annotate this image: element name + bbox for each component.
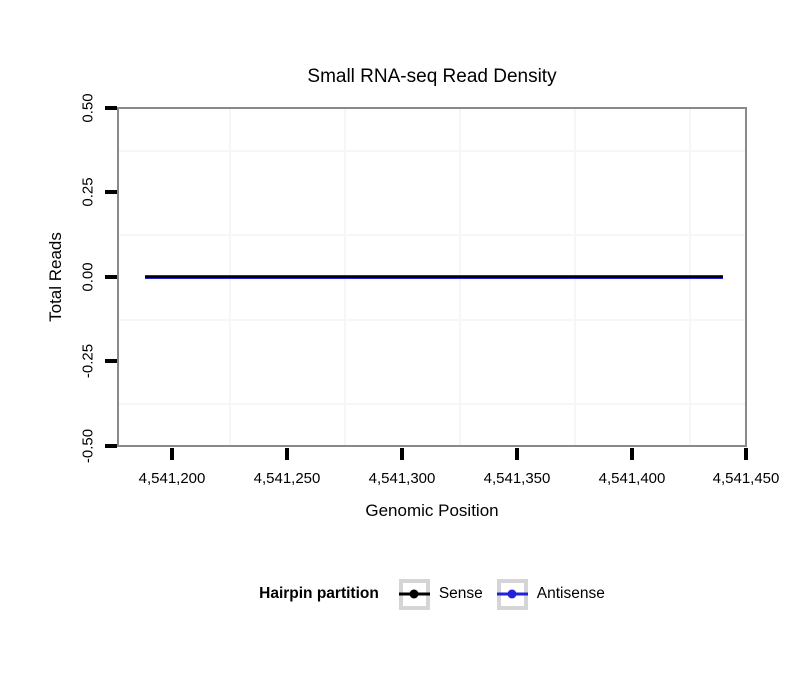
- plot-panel: [117, 107, 747, 447]
- legend: Hairpin partition Sense Antisense: [117, 576, 747, 612]
- x-tick-label: 4,541,400: [598, 470, 666, 487]
- legend-item-antisense: Antisense: [496, 578, 605, 610]
- y-tick-mark: [105, 275, 117, 279]
- legend-title: Hairpin partition: [259, 585, 379, 602]
- y-tick-mark: [105, 359, 117, 363]
- y-tick-mark: [105, 106, 117, 110]
- antisense-dot-glyph: [507, 589, 517, 599]
- sense-dot-glyph: [409, 589, 419, 599]
- x-tick-label: 4,541,250: [253, 470, 321, 487]
- sense-line-key-icon: [398, 578, 430, 610]
- x-tick-mark: [744, 448, 748, 460]
- gridline-horizontal: [119, 403, 745, 405]
- x-tick-mark: [515, 448, 519, 460]
- y-tick-label: 0.50: [79, 93, 97, 123]
- x-tick-mark: [170, 448, 174, 460]
- x-tick-label: 4,541,350: [483, 470, 551, 487]
- y-tick-label: 0.00: [79, 262, 97, 292]
- series-line-sense: [145, 276, 723, 278]
- legend-label-antisense: Antisense: [536, 585, 605, 602]
- y-tick-label: 0.25: [79, 177, 97, 207]
- gridline-horizontal: [119, 319, 745, 321]
- gridline-horizontal: [119, 234, 745, 236]
- antisense-line-key-icon: [496, 578, 528, 610]
- x-axis-title: Genomic Position: [365, 501, 499, 520]
- y-axis-title: Total Reads: [46, 232, 65, 322]
- y-tick-label: -0.50: [79, 428, 97, 464]
- gridline-horizontal: [119, 150, 745, 152]
- y-tick-mark: [105, 444, 117, 448]
- x-tick-mark: [400, 448, 404, 460]
- chart-title: Small RNA-seq Read Density: [307, 66, 557, 87]
- x-tick-label: 4,541,300: [368, 470, 436, 487]
- legend-label-sense: Sense: [438, 585, 483, 602]
- legend-item-sense: Sense: [398, 578, 483, 610]
- y-tick-label: -0.25: [79, 343, 97, 379]
- x-tick-label: 4,541,450: [712, 470, 780, 487]
- y-tick-mark: [105, 190, 117, 194]
- x-tick-mark: [285, 448, 289, 460]
- x-tick-mark: [630, 448, 634, 460]
- x-tick-label: 4,541,200: [138, 470, 206, 487]
